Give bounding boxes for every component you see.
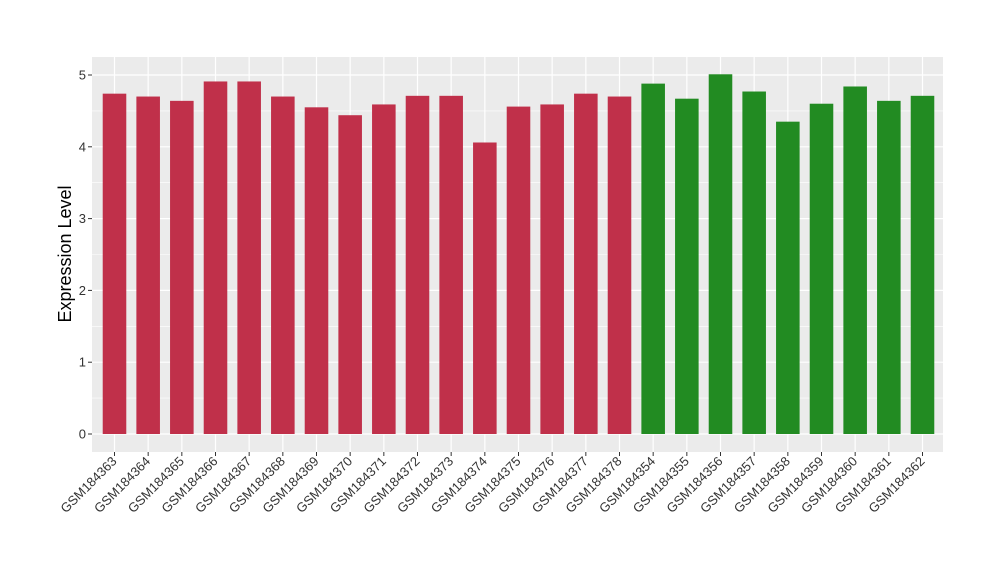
bar-GSM184365	[170, 100, 194, 435]
bar-GSM184372	[405, 95, 430, 435]
x-axis: GSM184363GSM184364GSM184365GSM184366GSM1…	[57, 452, 928, 516]
y-tick-label: 4	[79, 139, 86, 154]
y-axis: 0 1 2 3 4 5	[79, 68, 92, 442]
bar-GSM184360	[843, 86, 867, 434]
bar-GSM184366	[203, 81, 228, 434]
bar-GSM184359	[809, 103, 834, 434]
y-tick-label: 3	[79, 211, 86, 226]
bar-GSM184371	[372, 104, 396, 435]
y-tick-label: 1	[79, 355, 86, 370]
y-axis-title: Expression Level	[55, 185, 75, 322]
y-tick-label: 0	[79, 427, 86, 442]
y-tick-label: 5	[79, 68, 86, 83]
y-tick-label: 2	[79, 283, 86, 298]
bar-GSM184374	[473, 142, 497, 434]
bar-GSM184375	[506, 106, 531, 434]
bar-GSM184362	[910, 95, 935, 435]
bar-GSM184357	[742, 91, 766, 434]
bar-GSM184368	[271, 96, 295, 434]
bar-GSM184361	[877, 100, 901, 435]
bar-GSM184376	[540, 104, 564, 435]
bar-GSM184364	[136, 96, 160, 434]
bar-GSM184367	[237, 81, 261, 434]
bar-GSM184377	[574, 93, 598, 434]
bar-GSM184358	[776, 121, 800, 435]
bar-GSM184369	[304, 107, 329, 434]
bar-GSM184354	[641, 83, 665, 434]
bar-GSM184378	[607, 96, 632, 434]
bar-GSM184373	[439, 95, 463, 435]
bar-series	[102, 74, 935, 435]
bar-GSM184370	[338, 115, 362, 434]
bar-GSM184363	[102, 93, 127, 434]
bar-GSM184356	[708, 74, 733, 435]
bar-GSM184355	[675, 98, 699, 434]
